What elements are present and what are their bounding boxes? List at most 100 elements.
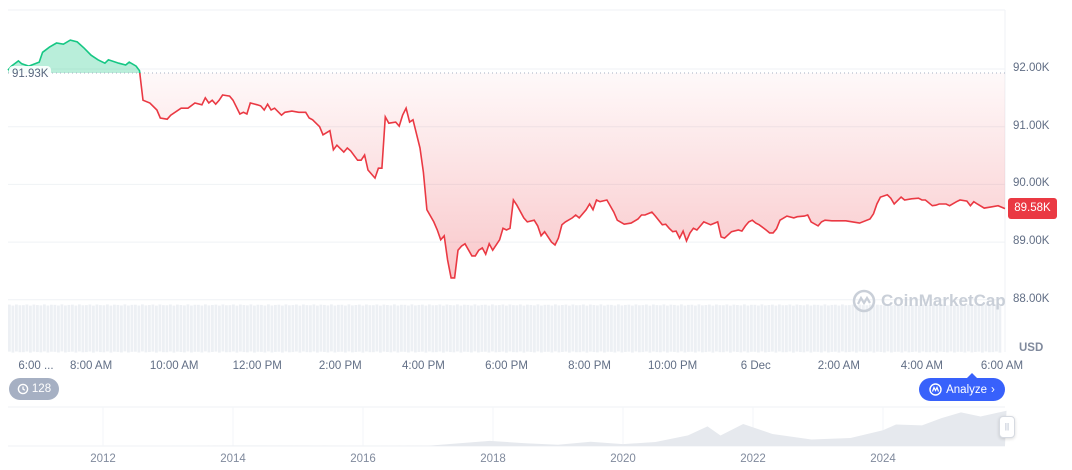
data-point[interactable] xyxy=(640,213,644,217)
data-point[interactable] xyxy=(930,204,934,208)
data-point[interactable] xyxy=(757,223,761,227)
data-point[interactable] xyxy=(643,213,647,217)
data-point[interactable] xyxy=(878,195,882,199)
data-point[interactable] xyxy=(719,235,723,239)
data-point[interactable] xyxy=(636,217,640,221)
history-button[interactable]: 128 xyxy=(9,378,59,400)
data-point[interactable] xyxy=(539,234,543,238)
data-point[interactable] xyxy=(740,229,744,233)
data-point[interactable] xyxy=(515,203,519,207)
data-point[interactable] xyxy=(615,218,619,222)
data-point[interactable] xyxy=(764,228,768,232)
data-point[interactable] xyxy=(678,236,682,240)
data-point[interactable] xyxy=(674,229,678,233)
data-point[interactable] xyxy=(304,110,308,114)
data-point[interactable] xyxy=(383,115,387,119)
data-point[interactable] xyxy=(473,254,477,258)
data-point[interactable] xyxy=(916,196,920,200)
data-point[interactable] xyxy=(134,64,138,68)
data-point[interactable] xyxy=(903,198,907,202)
data-point[interactable] xyxy=(944,202,948,206)
data-point[interactable] xyxy=(934,203,938,207)
data-point[interactable] xyxy=(588,202,592,206)
data-point[interactable] xyxy=(809,220,813,224)
data-point[interactable] xyxy=(556,236,560,240)
data-point[interactable] xyxy=(937,202,941,206)
data-point[interactable] xyxy=(691,226,695,230)
data-point[interactable] xyxy=(127,60,131,64)
data-point[interactable] xyxy=(716,220,720,224)
data-point[interactable] xyxy=(124,63,128,67)
data-point[interactable] xyxy=(279,113,283,117)
data-point[interactable] xyxy=(138,69,142,73)
data-point[interactable] xyxy=(595,198,599,202)
data-point[interactable] xyxy=(685,239,689,243)
data-point[interactable] xyxy=(491,248,495,252)
data-point[interactable] xyxy=(532,218,536,222)
data-point[interactable] xyxy=(442,234,446,238)
data-point[interactable] xyxy=(923,198,927,202)
data-point[interactable] xyxy=(41,50,45,54)
data-point[interactable] xyxy=(158,116,162,120)
data-point[interactable] xyxy=(89,53,93,57)
data-point[interactable] xyxy=(259,104,263,108)
data-point[interactable] xyxy=(446,258,450,262)
data-point[interactable] xyxy=(169,113,173,117)
data-point[interactable] xyxy=(723,236,727,240)
data-point[interactable] xyxy=(996,204,1000,208)
data-point[interactable] xyxy=(318,125,322,129)
data-point[interactable] xyxy=(459,244,463,248)
data-point[interactable] xyxy=(16,59,20,63)
data-point[interactable] xyxy=(1003,207,1007,211)
data-point[interactable] xyxy=(892,202,896,206)
data-point[interactable] xyxy=(875,202,879,206)
data-point[interactable] xyxy=(501,226,505,230)
data-point[interactable] xyxy=(671,230,675,234)
data-point[interactable] xyxy=(955,200,959,204)
data-point[interactable] xyxy=(747,220,751,224)
data-point[interactable] xyxy=(477,248,481,252)
navigator-area[interactable] xyxy=(12,410,1007,446)
data-point[interactable] xyxy=(397,124,401,128)
data-point[interactable] xyxy=(411,118,415,122)
data-point[interactable] xyxy=(200,103,204,107)
data-point[interactable] xyxy=(806,213,810,217)
data-point[interactable] xyxy=(328,129,332,133)
data-point[interactable] xyxy=(743,224,747,228)
data-point[interactable] xyxy=(851,220,855,224)
data-point[interactable] xyxy=(730,230,734,234)
data-point[interactable] xyxy=(269,108,273,112)
data-point[interactable] xyxy=(695,228,699,232)
data-point[interactable] xyxy=(775,227,779,231)
data-point[interactable] xyxy=(910,197,914,201)
data-point[interactable] xyxy=(650,210,654,214)
data-point[interactable] xyxy=(356,158,360,162)
data-point[interactable] xyxy=(449,276,453,280)
data-point[interactable] xyxy=(418,146,422,150)
data-point[interactable] xyxy=(629,221,633,225)
data-point[interactable] xyxy=(141,98,145,102)
data-point[interactable] xyxy=(858,221,862,225)
data-point[interactable] xyxy=(335,143,339,147)
data-point[interactable] xyxy=(421,170,425,174)
data-point[interactable] xyxy=(221,93,225,97)
data-point[interactable] xyxy=(598,200,602,204)
data-point[interactable] xyxy=(543,230,547,234)
data-point[interactable] xyxy=(920,198,924,202)
data-point[interactable] xyxy=(179,106,183,110)
data-point[interactable] xyxy=(342,150,346,154)
data-point[interactable] xyxy=(778,218,782,222)
data-point[interactable] xyxy=(885,193,889,197)
data-point[interactable] xyxy=(248,101,252,105)
data-point[interactable] xyxy=(868,217,872,221)
data-point[interactable] xyxy=(622,222,626,226)
data-point[interactable] xyxy=(771,231,775,235)
analyze-button[interactable]: Analyze › xyxy=(919,373,1005,401)
data-point[interactable] xyxy=(408,120,412,124)
data-point[interactable] xyxy=(117,61,121,65)
data-point[interactable] xyxy=(948,204,952,208)
data-point[interactable] xyxy=(394,120,398,124)
data-point[interactable] xyxy=(698,224,702,228)
data-point[interactable] xyxy=(321,133,325,137)
data-point[interactable] xyxy=(148,101,152,105)
